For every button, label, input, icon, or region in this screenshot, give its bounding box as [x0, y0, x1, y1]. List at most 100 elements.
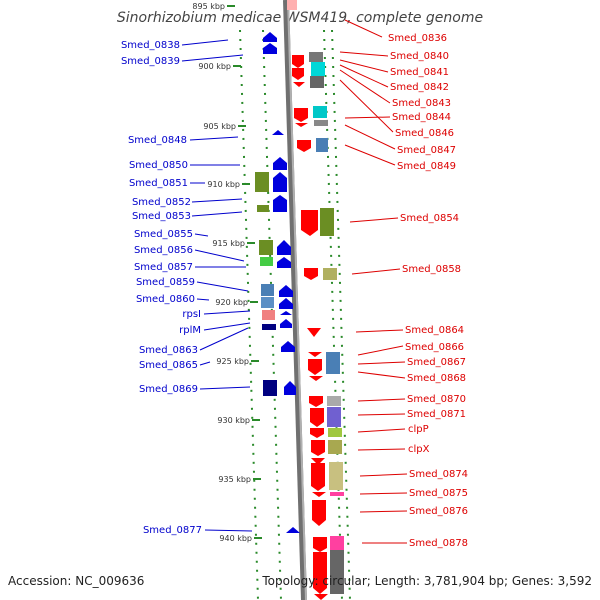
tick-label: 940 kbp — [219, 534, 252, 543]
gene-label[interactable]: Smed_0836 — [388, 33, 447, 44]
gene-label[interactable]: Smed_0843 — [392, 98, 451, 109]
gene-box — [316, 138, 328, 152]
gene-label[interactable]: Smed_0863 — [139, 345, 198, 356]
gene-label[interactable]: Smed_0875 — [409, 488, 468, 499]
gene-box — [326, 352, 340, 374]
gene-box — [262, 324, 276, 330]
gene-arrow — [310, 408, 324, 427]
accession-text: Accession: NC_009636 — [8, 574, 145, 588]
tick-label: 895 kbp — [192, 2, 225, 11]
gene-arrow — [312, 500, 326, 526]
gene-label[interactable]: Smed_0877 — [143, 525, 202, 536]
left-gene-labels: Smed_0838 Smed_0839 Smed_0848 Smed_0850 … — [121, 40, 202, 536]
gene-arrow — [280, 311, 292, 315]
gene-box — [309, 52, 323, 62]
gene-arrow — [292, 68, 304, 80]
gene-label[interactable]: rpsI — [182, 309, 201, 320]
gene-box — [313, 106, 327, 118]
gene-label[interactable]: Smed_0849 — [397, 161, 456, 172]
gene-label[interactable]: Smed_0853 — [132, 211, 191, 222]
gene-label[interactable]: Smed_0866 — [405, 342, 464, 353]
gene-arrow — [279, 298, 293, 309]
tick-label: 910 kbp — [207, 180, 240, 189]
gene-label[interactable]: Smed_0870 — [407, 394, 466, 405]
gene-label[interactable]: Smed_0847 — [397, 145, 456, 156]
gene-label[interactable]: Smed_0850 — [129, 160, 188, 171]
tick-label: 935 kbp — [218, 475, 251, 484]
gene-arrow — [272, 130, 284, 135]
tick-label: 925 kbp — [216, 357, 249, 366]
gene-arrow — [314, 594, 328, 600]
gene-label[interactable]: Smed_0840 — [390, 51, 449, 62]
gene-box — [329, 462, 343, 490]
gene-box — [261, 297, 274, 308]
gene-arrow — [307, 328, 321, 337]
gene-box — [328, 428, 342, 437]
gene-box — [260, 257, 273, 266]
minus-strand-genes — [262, 32, 300, 533]
gene-box — [257, 205, 269, 212]
tick-label: 915 kbp — [212, 239, 245, 248]
gene-label[interactable]: Smed_0874 — [409, 469, 468, 480]
gene-box — [314, 120, 328, 126]
gene-box — [327, 396, 341, 406]
gene-arrow — [313, 552, 327, 594]
tick-label: 920 kbp — [215, 298, 248, 307]
gene-label[interactable]: Smed_0839 — [121, 56, 180, 67]
gene-label[interactable]: clpP — [408, 424, 429, 435]
gene-box — [255, 172, 269, 192]
gene-label[interactable]: Smed_0876 — [409, 506, 468, 517]
gene-label[interactable]: Smed_0858 — [402, 264, 461, 275]
gene-label[interactable]: Smed_0852 — [132, 197, 191, 208]
gene-arrow — [280, 319, 292, 328]
gene-arrow — [308, 359, 322, 375]
gene-arrow — [279, 285, 293, 297]
gene-label[interactable]: Smed_0851 — [129, 178, 188, 189]
gene-label[interactable]: Smed_0859 — [136, 277, 195, 288]
gene-box — [310, 76, 324, 88]
gene-arrow — [297, 140, 311, 152]
gene-arrow — [295, 123, 308, 127]
gene-label[interactable]: clpX — [408, 444, 430, 455]
gene-label[interactable]: Smed_0857 — [134, 262, 193, 273]
gene-box — [263, 380, 277, 396]
gene-label[interactable]: Smed_0860 — [136, 294, 195, 305]
gene-label[interactable]: Smed_0856 — [134, 245, 193, 256]
gene-label[interactable]: Smed_0868 — [407, 373, 466, 384]
tick-label: 905 kbp — [203, 122, 236, 131]
gene-label[interactable]: Smed_0864 — [405, 325, 464, 336]
gene-label[interactable]: Smed_0844 — [392, 112, 451, 123]
tick-label: 930 kbp — [217, 416, 250, 425]
gene-arrow — [263, 43, 277, 54]
gene-arrow — [311, 458, 325, 465]
map-title: Sinorhizobium medicae WSM419, complete g… — [116, 10, 484, 26]
gene-label[interactable]: Smed_0865 — [139, 360, 198, 371]
gene-box — [330, 550, 344, 594]
gene-label[interactable]: Smed_0867 — [407, 357, 466, 368]
gene-label[interactable]: Smed_0854 — [400, 213, 459, 224]
gene-label[interactable]: Smed_0841 — [390, 67, 449, 78]
gene-arrow — [311, 440, 325, 456]
gene-label[interactable]: Smed_0855 — [134, 229, 193, 240]
gene-box — [259, 240, 273, 255]
gene-label[interactable]: Smed_0869 — [139, 384, 198, 395]
gene-label[interactable]: rplM — [179, 325, 201, 336]
gene-arrow — [273, 195, 287, 212]
left-callout-lines — [181, 39, 253, 532]
gene-label[interactable]: Smed_0838 — [121, 40, 180, 51]
gene-arrow — [277, 240, 291, 255]
genome-backbone — [283, 0, 307, 600]
gene-arrow — [263, 32, 277, 42]
gene-label[interactable]: Smed_0878 — [409, 538, 468, 549]
gene-box — [330, 536, 344, 550]
gene-arrow — [304, 268, 318, 280]
topology-text: Topology: circular; Length: 3,781,904 bp… — [262, 574, 592, 588]
gene-box — [262, 310, 275, 320]
gene-label[interactable]: Smed_0842 — [390, 82, 449, 93]
gene-arrow — [308, 352, 322, 357]
tick-label: 900 kbp — [198, 62, 231, 71]
gene-label[interactable]: Smed_0848 — [128, 135, 187, 146]
gene-label[interactable]: Smed_0846 — [395, 128, 454, 139]
gene-label[interactable]: Smed_0871 — [407, 409, 466, 420]
